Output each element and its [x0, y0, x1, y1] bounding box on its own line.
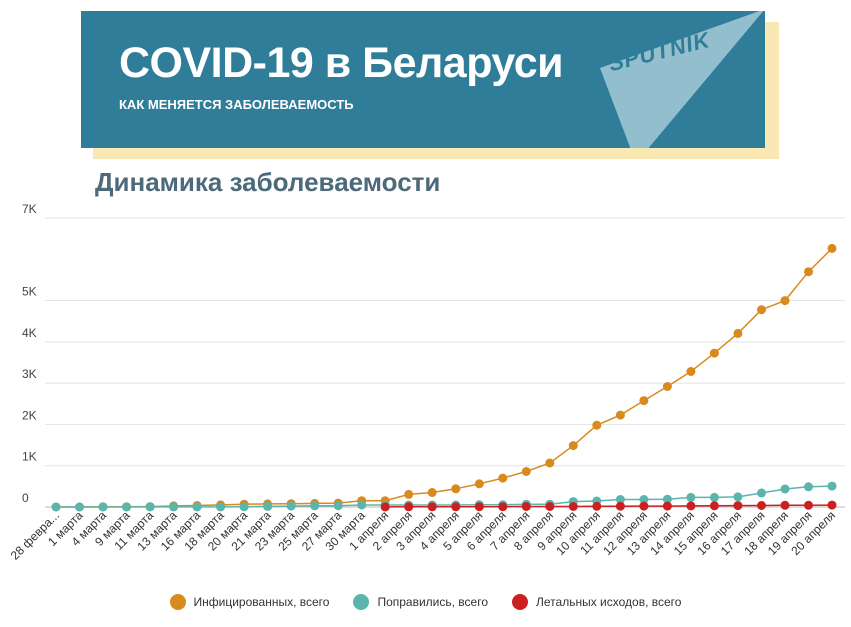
data-point[interactable]: [733, 501, 743, 511]
y-tick-label: 2K: [22, 408, 37, 422]
data-point[interactable]: [216, 502, 226, 512]
data-point[interactable]: [451, 484, 461, 494]
data-point[interactable]: [662, 382, 672, 391]
chart-title: Динамика заболеваемости: [95, 167, 441, 197]
data-point[interactable]: [804, 267, 813, 277]
data-point[interactable]: [404, 502, 414, 512]
header-banner: COVID-19 в Беларуси КАК МЕНЯЕТСЯ ЗАБОЛЕВ…: [81, 11, 765, 148]
data-point[interactable]: [709, 492, 719, 502]
data-point[interactable]: [75, 502, 84, 512]
legend-dot-icon: [169, 594, 186, 610]
legend-dot-icon: [353, 594, 370, 610]
data-point[interactable]: [310, 501, 320, 511]
legend-label: Летальных исходов, всего: [536, 595, 682, 609]
data-point[interactable]: [686, 367, 696, 376]
data-point[interactable]: [615, 501, 625, 511]
y-tick-label: 7K: [22, 202, 37, 216]
data-point[interactable]: [263, 501, 273, 511]
data-point[interactable]: [98, 502, 108, 512]
data-point[interactable]: [827, 243, 837, 253]
banner-subtitle: КАК МЕНЯЕТСЯ ЗАБОЛЕВАЕМОСТЬ: [119, 97, 354, 112]
data-point[interactable]: [474, 479, 484, 489]
series-line: [56, 247, 833, 508]
data-point[interactable]: [357, 500, 367, 510]
legend-dot-icon: [512, 594, 529, 610]
legend-item[interactable]: Летальных исходов, всего: [512, 594, 681, 610]
data-point[interactable]: [709, 348, 719, 358]
data-point[interactable]: [451, 502, 461, 512]
data-point[interactable]: [169, 502, 179, 512]
data-point[interactable]: [239, 502, 249, 512]
data-point[interactable]: [333, 501, 343, 511]
data-point[interactable]: [498, 502, 508, 512]
chart-legend: Инфицированных, всего Поправились, всего Л…: [0, 594, 851, 610]
data-point[interactable]: [427, 488, 437, 497]
data-point[interactable]: [780, 500, 790, 510]
y-tick-label: 0: [22, 491, 29, 505]
data-point[interactable]: [592, 501, 602, 511]
data-point[interactable]: [474, 502, 484, 512]
data-point[interactable]: [615, 495, 625, 504]
data-point[interactable]: [757, 488, 766, 498]
data-point[interactable]: [568, 441, 578, 451]
y-tick-label: 4K: [22, 326, 37, 340]
data-point[interactable]: [545, 458, 555, 468]
data-point[interactable]: [404, 489, 414, 499]
data-point[interactable]: [709, 501, 719, 511]
data-point[interactable]: [780, 296, 790, 306]
data-point[interactable]: [804, 482, 813, 492]
data-point[interactable]: [757, 305, 766, 315]
data-point[interactable]: [592, 420, 602, 430]
data-point[interactable]: [662, 494, 672, 504]
data-point[interactable]: [122, 502, 131, 512]
data-point[interactable]: [639, 495, 649, 504]
data-point[interactable]: [827, 500, 837, 510]
data-point[interactable]: [757, 501, 766, 510]
data-point[interactable]: [662, 501, 672, 511]
data-point[interactable]: [639, 501, 649, 511]
data-point[interactable]: [521, 467, 531, 476]
data-point[interactable]: [568, 502, 578, 511]
data-point[interactable]: [733, 492, 743, 502]
legend-item[interactable]: Инфицированных, всего: [169, 594, 330, 610]
data-point[interactable]: [686, 492, 696, 502]
data-point[interactable]: [427, 502, 437, 512]
data-point[interactable]: [521, 502, 531, 511]
data-point[interactable]: [827, 481, 837, 491]
data-point[interactable]: [145, 502, 155, 512]
data-point[interactable]: [51, 502, 61, 512]
data-point[interactable]: [686, 501, 696, 511]
data-point[interactable]: [615, 410, 625, 420]
data-point[interactable]: [380, 502, 390, 512]
legend-label: Поправились, всего: [377, 595, 489, 609]
legend-label: Инфицированных, всего: [193, 595, 330, 609]
banner-title: COVID-19 в Беларуси: [119, 39, 564, 87]
legend-item[interactable]: Поправились, всего: [353, 594, 488, 610]
data-point[interactable]: [192, 502, 202, 512]
y-tick-label: 3K: [22, 367, 37, 381]
y-tick-label: 5K: [22, 285, 37, 299]
data-point[interactable]: [804, 500, 813, 510]
y-tick-label: 1K: [22, 450, 37, 464]
data-point[interactable]: [545, 502, 555, 511]
sputnik-logo-icon: [600, 11, 764, 148]
data-point[interactable]: [733, 328, 743, 338]
data-point[interactable]: [780, 484, 790, 494]
data-point[interactable]: [286, 501, 296, 511]
series-line: [56, 485, 833, 508]
data-point[interactable]: [498, 473, 508, 483]
data-point[interactable]: [639, 396, 649, 406]
